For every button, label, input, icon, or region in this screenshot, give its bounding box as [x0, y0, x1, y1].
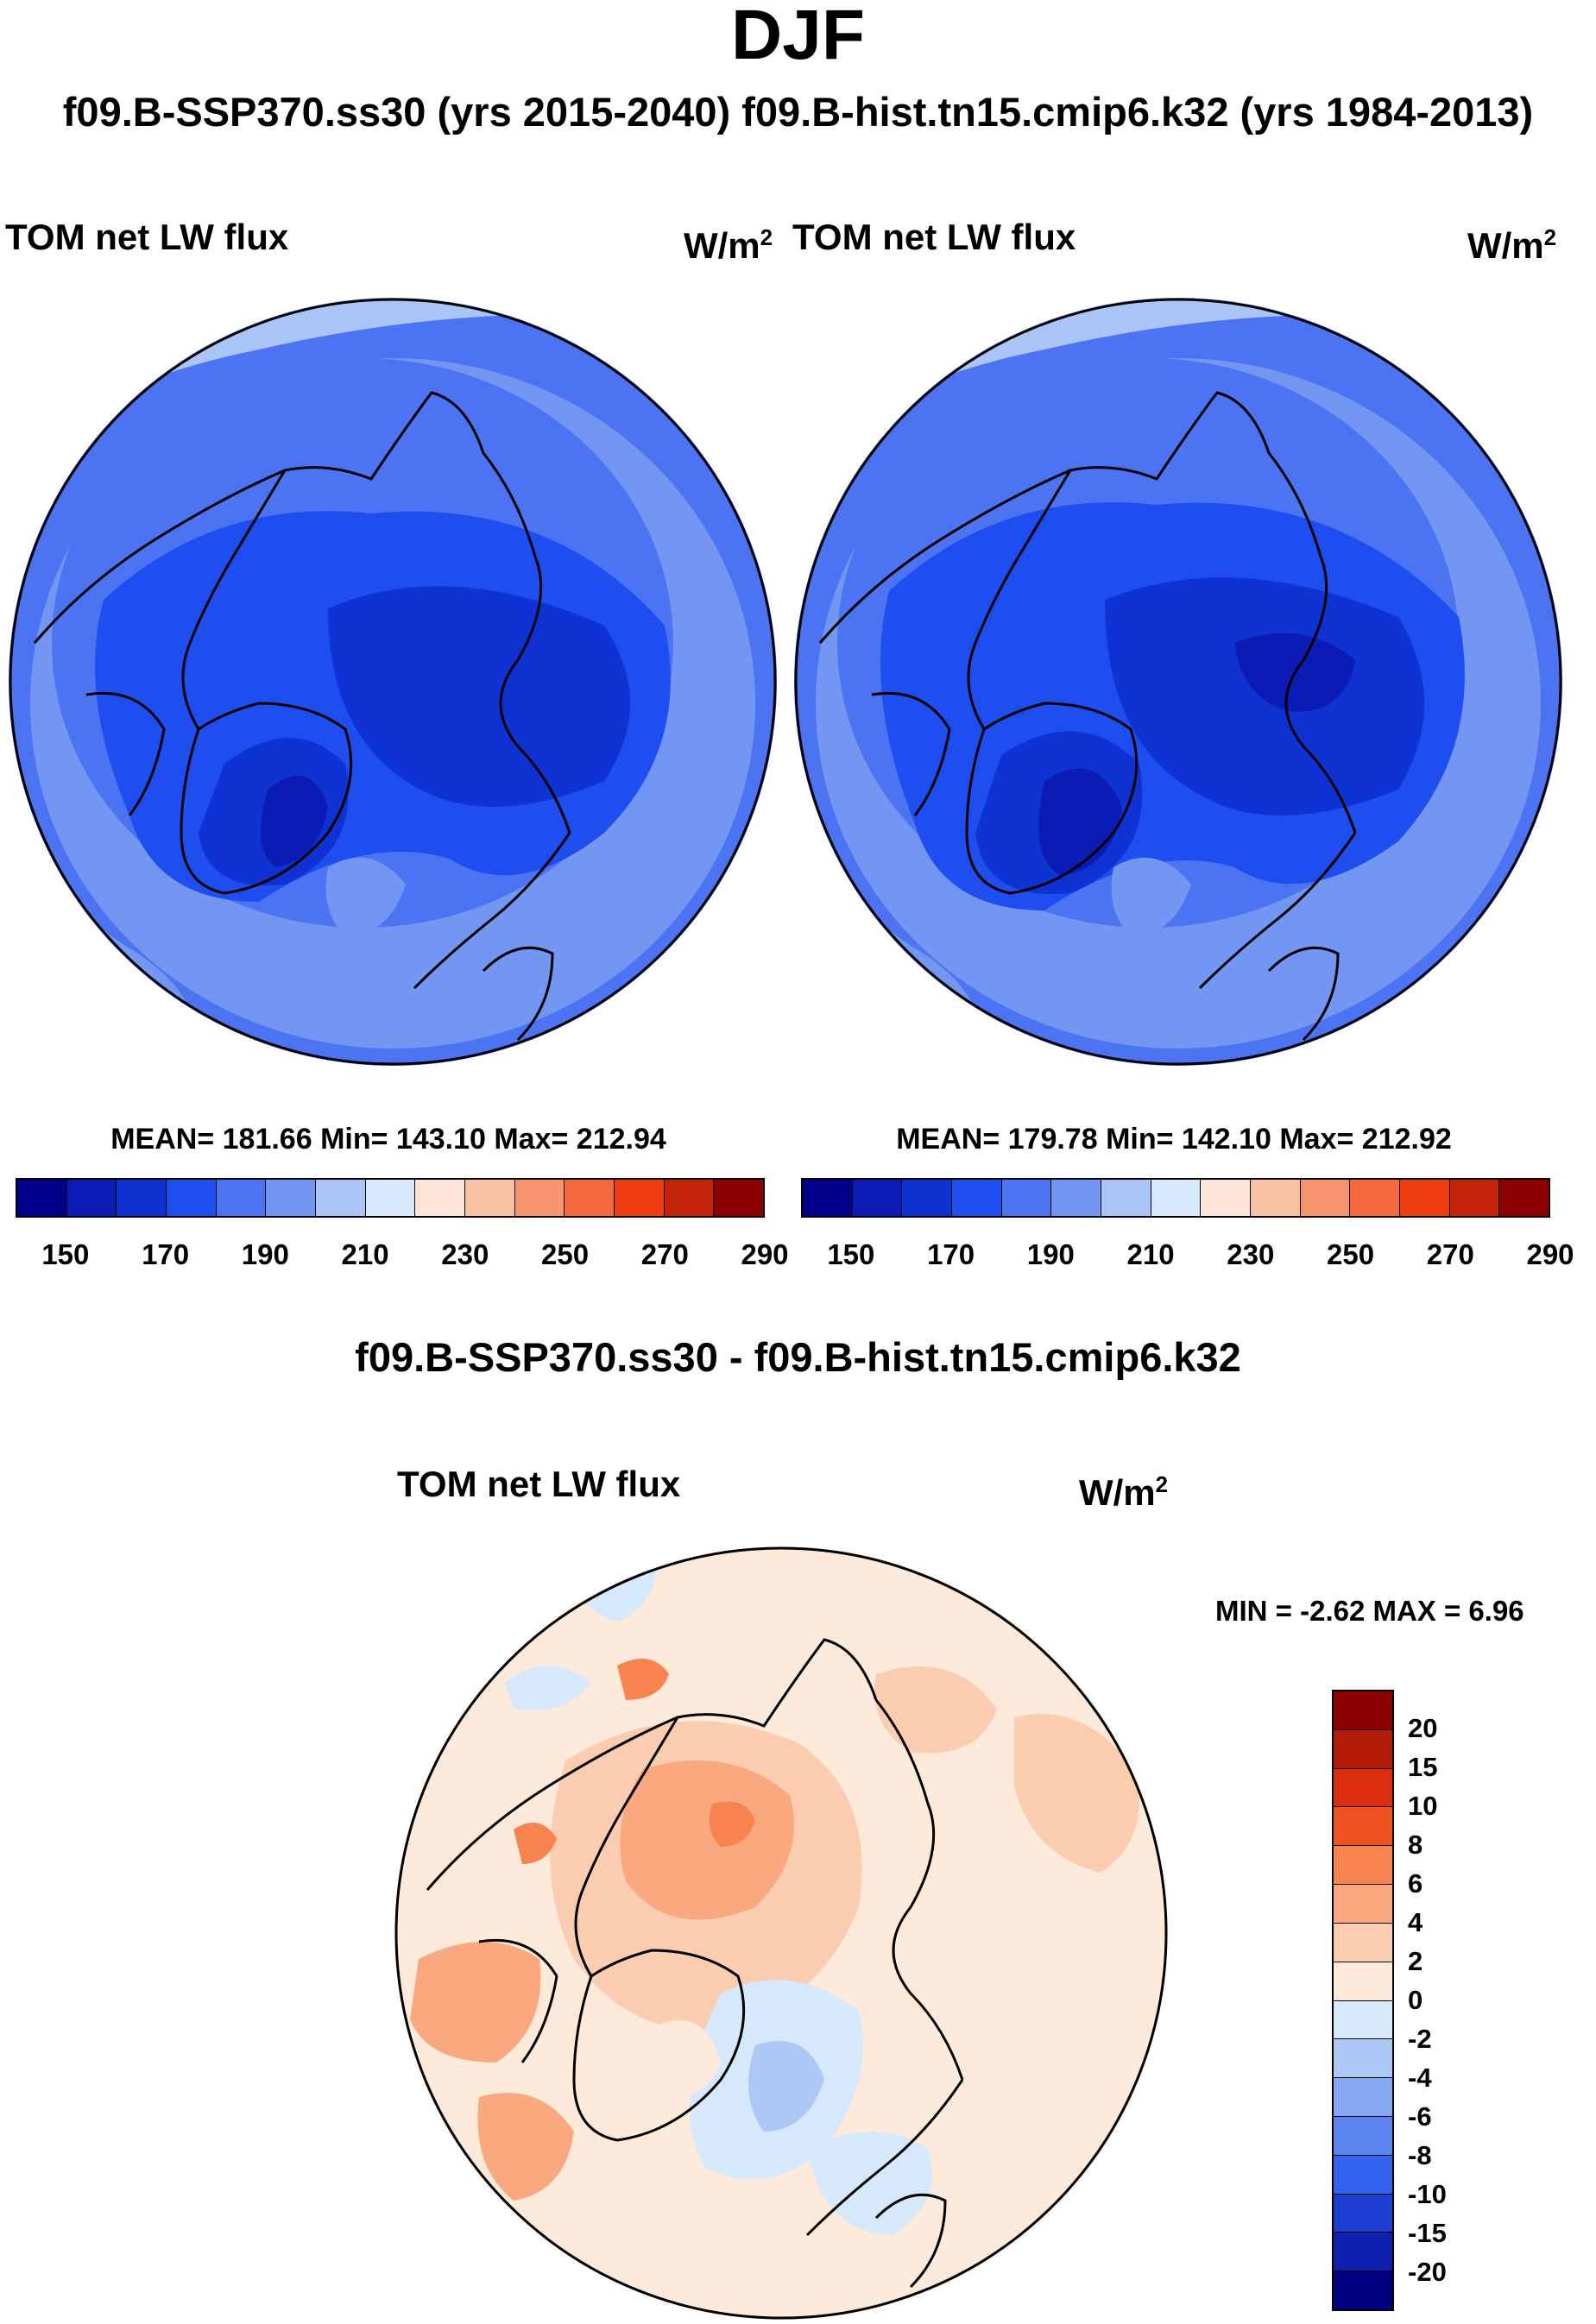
- panel1-units: W/m2: [684, 224, 773, 266]
- colorbar-tick-label: 270: [640, 1238, 689, 1270]
- colorbar-tick-label: 170: [927, 1238, 975, 1270]
- panel1-polar-map: [9, 298, 777, 1066]
- colorbar-cell: [1334, 1923, 1392, 1962]
- colorbar-cell: [1334, 1768, 1392, 1808]
- colorbar-cell: [615, 1180, 665, 1216]
- colorbar-cell: [514, 1180, 565, 1216]
- colorbar-tick-label: 270: [1426, 1238, 1474, 1270]
- colorbar-cell: [1334, 1846, 1392, 1886]
- colorbar-cell: [266, 1180, 317, 1216]
- panel2-title: TOM net LW flux: [792, 217, 1076, 257]
- colorbar-cell: [803, 1180, 853, 1216]
- colorbar-cell: [852, 1180, 903, 1216]
- colorbar-cell: [167, 1180, 217, 1216]
- colorbar-cell: [1449, 1180, 1500, 1216]
- colorbar-cell: [1334, 2116, 1392, 2156]
- colorbar-tick-label: 210: [341, 1238, 389, 1270]
- colorbar-tick-label: -10: [1408, 2179, 1447, 2209]
- colorbar-cell: [1051, 1180, 1102, 1216]
- colorbar-tick-label: 210: [1126, 1238, 1175, 1270]
- colorbar-tick-label: 10: [1408, 1791, 1438, 1821]
- panel2-units: W/m2: [1467, 224, 1557, 266]
- colorbar-tick-label: 15: [1408, 1752, 1438, 1782]
- colorbar-cell: [66, 1180, 117, 1216]
- colorbar-cell: [117, 1180, 167, 1216]
- colorbar-tick-label: 250: [541, 1238, 590, 1270]
- colorbar-cell: [1101, 1180, 1151, 1216]
- colorbar-cell: [465, 1180, 515, 1216]
- colorbar-tick-label: 170: [142, 1238, 190, 1270]
- panel2-stats: MEAN= 179.78 Min= 142.10 Max= 212.92: [896, 1123, 1452, 1156]
- figure-subtitle: f09.B-SSP370.ss30 (yrs 2015-2040) f09.B-…: [62, 89, 1534, 135]
- colorbar-tick-label: 4: [1408, 1907, 1423, 1937]
- colorbar-cell: [714, 1180, 764, 1216]
- colorbar-cell: [664, 1180, 715, 1216]
- colorbar-tick-label: 0: [1408, 1985, 1423, 2015]
- colorbar-tick-label: 150: [827, 1238, 875, 1270]
- colorbar-cell: [216, 1180, 267, 1216]
- figure-title: DJF: [731, 0, 865, 74]
- colorbar-cell: [1334, 2000, 1392, 2040]
- colorbar-tick-label: -2: [1408, 2024, 1432, 2054]
- panel1-colorbar: [16, 1178, 765, 1218]
- colorbar-cell: [1334, 1729, 1392, 1769]
- colorbar-tick-label: 20: [1408, 1713, 1438, 1743]
- colorbar-cell: [1334, 2078, 1392, 2117]
- colorbar-cell: [1334, 2194, 1392, 2233]
- colorbar-cell: [1334, 2039, 1392, 2079]
- colorbar-cell: [1201, 1180, 1252, 1216]
- difference-minmax: MIN = -2.62 MAX = 6.96: [1215, 1595, 1524, 1627]
- colorbar-tick-label: 8: [1408, 1830, 1423, 1860]
- difference-colorbar: [1332, 1690, 1394, 2311]
- colorbar-tick-label: 230: [1227, 1238, 1275, 1270]
- colorbar-cell: [17, 1180, 67, 1216]
- colorbar-tick-label: -15: [1408, 2218, 1447, 2248]
- colorbar-cell: [1350, 1180, 1401, 1216]
- colorbar-cell: [316, 1180, 366, 1216]
- colorbar-cell: [415, 1180, 466, 1216]
- colorbar-cell: [365, 1180, 416, 1216]
- colorbar-tick-label: 150: [41, 1238, 90, 1270]
- colorbar-tick-label: 290: [741, 1238, 789, 1270]
- colorbar-tick-label: -20: [1408, 2257, 1447, 2287]
- difference-panel-title: TOM net LW flux: [397, 1464, 681, 1504]
- colorbar-tick-label: 6: [1408, 1868, 1423, 1899]
- colorbar-tick-label: 190: [241, 1238, 289, 1270]
- colorbar-cell: [1151, 1180, 1202, 1216]
- colorbar-cell: [1334, 1691, 1392, 1730]
- colorbar-cell: [902, 1180, 953, 1216]
- colorbar-cell: [1300, 1180, 1351, 1216]
- panel1-title: TOM net LW flux: [5, 217, 289, 257]
- colorbar-tick-label: 190: [1026, 1238, 1075, 1270]
- colorbar-tick-label: 230: [441, 1238, 489, 1270]
- colorbar-cell: [1251, 1180, 1301, 1216]
- colorbar-tick-label: 250: [1327, 1238, 1375, 1270]
- colorbar-cell: [1334, 1807, 1392, 1847]
- colorbar-cell: [565, 1180, 615, 1216]
- colorbar-cell: [952, 1180, 1002, 1216]
- colorbar-cell: [1334, 2155, 1392, 2195]
- colorbar-cell: [1334, 1962, 1392, 2001]
- panel2-polar-map: [794, 298, 1562, 1066]
- colorbar-cell: [1400, 1180, 1450, 1216]
- difference-panel-units: W/m2: [1079, 1471, 1169, 1513]
- difference-polar-map: [394, 1546, 1168, 2320]
- colorbar-cell: [1334, 2233, 1392, 2272]
- panel2-colorbar: [801, 1178, 1550, 1218]
- colorbar-tick-label: -8: [1408, 2140, 1432, 2170]
- colorbar-cell: [1001, 1180, 1052, 1216]
- colorbar-tick-label: 2: [1408, 1946, 1423, 1976]
- difference-title: f09.B-SSP370.ss30 - f09.B-hist.tn15.cmip…: [355, 1334, 1241, 1380]
- panel1-stats: MEAN= 181.66 Min= 143.10 Max= 212.94: [110, 1123, 666, 1156]
- colorbar-tick-label: -6: [1408, 2101, 1432, 2132]
- colorbar-cell: [1334, 2271, 1392, 2309]
- colorbar-tick-label: 290: [1526, 1238, 1574, 1270]
- colorbar-cell: [1334, 1885, 1392, 1924]
- colorbar-tick-label: -4: [1408, 2063, 1432, 2093]
- colorbar-cell: [1499, 1180, 1549, 1216]
